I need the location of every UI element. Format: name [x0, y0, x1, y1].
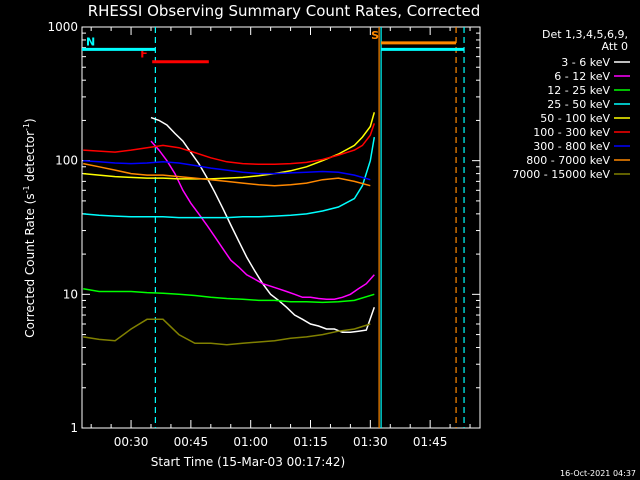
x-tick-label: 01:00 — [233, 435, 268, 449]
legend-label: 800 - 7000 keV — [526, 154, 610, 167]
x-tick-label: 01:45 — [413, 435, 448, 449]
vertical-markers — [154, 27, 465, 428]
series-line — [83, 123, 376, 166]
y-tick-label: 1 — [70, 421, 78, 435]
y-axis-label-part2: detector — [23, 131, 37, 186]
y-tick-label: 100 — [55, 154, 78, 168]
legend-label: 6 - 12 keV — [554, 70, 610, 83]
legend-label: 7000 - 15000 keV — [512, 168, 610, 181]
footer-date: 16-Oct-2021 04:37 — [560, 469, 636, 478]
y-axis-label: Corrected Count Rate (s-1 detector-1) — [22, 118, 37, 337]
y-tick-label: 1000 — [47, 20, 78, 34]
flag-label: N — [86, 35, 95, 48]
x-axis-label: Start Time (15-Mar-03 00:17:42) — [151, 455, 345, 469]
series-line — [83, 288, 375, 304]
y-axis-label-sup1: -1 — [22, 185, 31, 193]
legend-label: 12 - 25 keV — [547, 84, 610, 97]
plot-frame — [81, 26, 481, 429]
series-line — [83, 159, 371, 181]
x-tick-label: 01:30 — [353, 435, 388, 449]
legend-label: 3 - 6 keV — [561, 56, 610, 69]
flag-label: F — [140, 48, 148, 61]
legend-header-line1: Det 1,3,4,5,6,9, — [542, 28, 628, 41]
y-axis-label-part3: ) — [23, 118, 37, 123]
x-tick-label: 00:45 — [174, 435, 209, 449]
series-line — [83, 162, 371, 187]
series-line — [83, 136, 376, 219]
x-tick-label: 01:15 — [293, 435, 328, 449]
flag-label: S — [371, 29, 379, 42]
flag-bars: F N S — [82, 29, 465, 64]
legend-label: 25 - 50 keV — [547, 98, 610, 111]
y-tick-label: 10 — [63, 287, 78, 301]
legend-label: 300 - 800 keV — [533, 140, 610, 153]
legend-label: 50 - 100 keV — [540, 112, 610, 125]
y-axis-label-sup2: -1 — [22, 123, 31, 131]
x-tick-label: 00:30 — [114, 435, 149, 449]
x-axis-ticks: 00:30 00:45 01:00 01:15 01:30 01:45 — [90, 27, 471, 449]
series-line — [83, 112, 376, 180]
y-axis-label-part1: Corrected Count Rate (s — [23, 193, 37, 337]
series-line — [150, 140, 375, 300]
series-lines — [83, 112, 376, 346]
legend-label: 100 - 300 keV — [533, 126, 610, 139]
y-axis-ticks: 1 10 100 1000 — [47, 20, 480, 435]
legend-header-line2: Att 0 — [602, 40, 628, 53]
chart-title: RHESSI Observing Summary Count Rates, Co… — [88, 2, 481, 20]
series-line — [83, 318, 371, 346]
